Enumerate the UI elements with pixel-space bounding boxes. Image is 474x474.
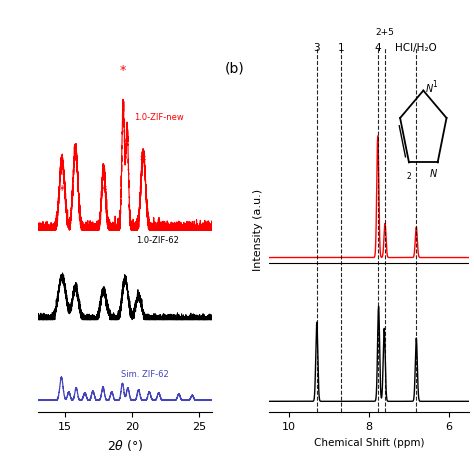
Text: 4: 4 xyxy=(374,43,381,53)
Text: Sim. ZIF-62: Sim. ZIF-62 xyxy=(121,371,169,380)
Text: *: * xyxy=(100,184,107,197)
Text: (b): (b) xyxy=(225,62,245,76)
X-axis label: Chemical Shift (ppm): Chemical Shift (ppm) xyxy=(314,438,424,447)
Y-axis label: Intensity (a.u.): Intensity (a.u.) xyxy=(253,189,263,271)
Text: *: * xyxy=(59,184,65,197)
Text: 1.0-ZIF-62: 1.0-ZIF-62 xyxy=(136,236,179,245)
Text: *: * xyxy=(140,154,146,167)
Text: 1.0-ZIF-new: 1.0-ZIF-new xyxy=(135,113,184,122)
Text: *: * xyxy=(120,64,126,77)
Text: 3: 3 xyxy=(313,43,320,53)
Text: 1: 1 xyxy=(337,43,344,53)
Text: HCl/H₂O: HCl/H₂O xyxy=(395,43,437,53)
X-axis label: $2\theta$ (°): $2\theta$ (°) xyxy=(107,438,144,453)
Text: 2+5: 2+5 xyxy=(375,28,394,37)
